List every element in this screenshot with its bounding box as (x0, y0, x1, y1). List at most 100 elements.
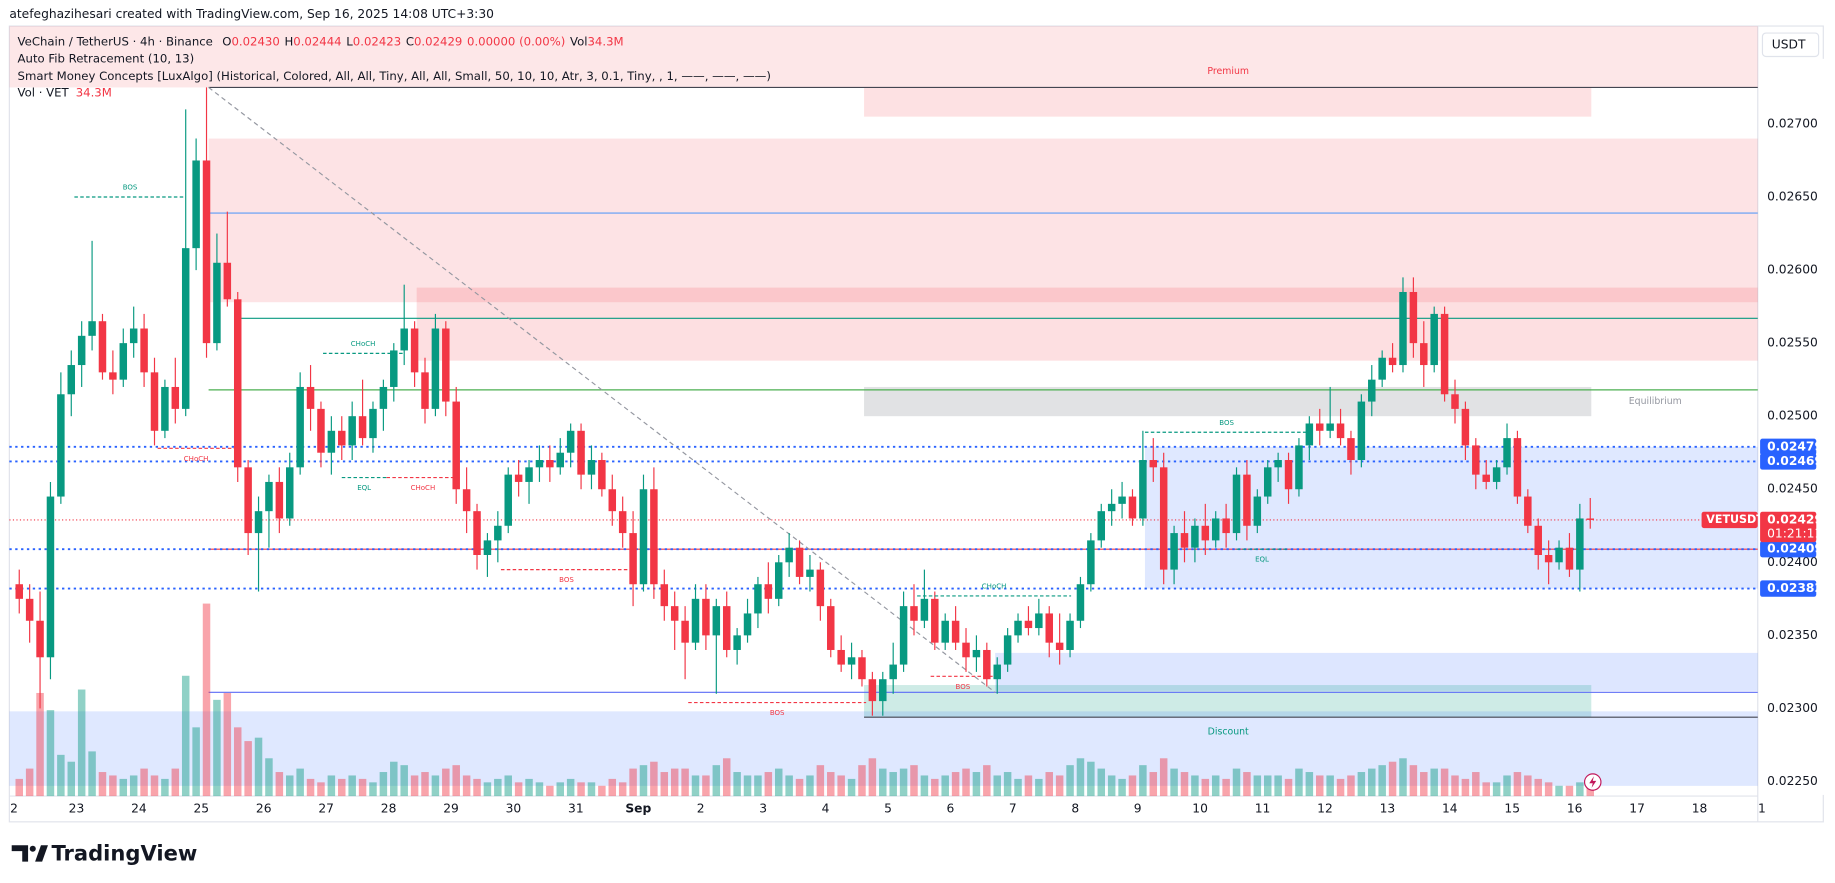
price-tag (1760, 580, 1817, 597)
candle-body (816, 569, 825, 607)
zone (995, 652, 1758, 691)
candle-body (1097, 511, 1106, 541)
candle-body (421, 372, 429, 409)
volume-bar (369, 782, 377, 797)
volume-bar (1253, 775, 1262, 797)
levels (9, 86, 1758, 718)
candle-body (1544, 554, 1553, 563)
volume-bar (1263, 775, 1272, 797)
ohlc-label: H (284, 34, 293, 48)
price-tag-label: 0.02479 (1767, 439, 1823, 453)
candle-body (348, 416, 356, 446)
volume (15, 603, 1595, 797)
volume-bar (1482, 782, 1490, 797)
volume-bar (161, 778, 169, 797)
candle-body (327, 430, 336, 453)
candle-body (1170, 533, 1178, 570)
volume-bar (1544, 782, 1553, 797)
structure-label: BOS (770, 708, 785, 717)
vol-label: Vol (570, 34, 588, 48)
candle-body (962, 642, 970, 658)
volume-bar (1534, 778, 1542, 797)
candle-body (785, 547, 793, 563)
candle-body (993, 664, 1001, 680)
price-tag (1760, 438, 1817, 456)
currency-box[interactable] (1761, 32, 1820, 58)
x-tick-label: 14 (1442, 801, 1458, 815)
volume-bar (1555, 785, 1563, 797)
x-tick-label: 17 (1629, 801, 1645, 815)
alert-icon[interactable] (1583, 773, 1602, 791)
candle-body (660, 584, 669, 607)
candle-body (1149, 460, 1158, 468)
candle-body (431, 328, 440, 409)
volume-bar (1003, 772, 1012, 797)
x-tick-label: 27 (318, 801, 334, 815)
volume-bar (462, 775, 471, 797)
candle-body (1118, 496, 1126, 504)
candle-body (390, 350, 398, 387)
candle-body (494, 525, 502, 541)
volume-bar (494, 778, 502, 797)
volume-bar (244, 741, 252, 797)
structures: BOS CHoCH EQL CHoCH CHoCH BOS BOS BOS CHoCH BOS EQ… (74, 66, 1682, 737)
candle-body (1513, 438, 1522, 497)
volume-bar (566, 778, 575, 797)
volume-bar (1139, 765, 1147, 797)
volume-bar (889, 772, 897, 797)
volume-bar (1430, 768, 1438, 797)
candle-body (1586, 518, 1595, 520)
candle-body (546, 460, 554, 468)
candle-body (161, 386, 169, 431)
candle-body (317, 408, 325, 453)
candle-body (504, 474, 512, 526)
candle-body (1180, 533, 1189, 548)
volume-bar (1565, 785, 1574, 797)
volume-bar (1076, 758, 1085, 797)
currency: USDT (1772, 37, 1806, 51)
candle-body (379, 386, 388, 409)
volume-bar (535, 782, 544, 797)
structure-label: CHoCH (982, 582, 1007, 591)
volume-bar (213, 699, 221, 797)
volume-bar (57, 754, 65, 797)
volume-bar (650, 761, 658, 797)
candle-body (1524, 496, 1532, 526)
volume-bar (629, 768, 637, 797)
brand: TradingView (51, 841, 197, 866)
candle-body (1368, 379, 1376, 402)
volume-bar (1211, 775, 1220, 797)
zone-label: Discount (1208, 726, 1249, 737)
volume-bar (618, 782, 627, 797)
volume-bar (931, 778, 939, 797)
candle-body (1409, 291, 1418, 344)
legend: VeChain / TetherUS · 4h · Binance O0.0243… (18, 34, 771, 99)
volume-bar (473, 778, 481, 797)
candle-body (983, 649, 991, 680)
volume-bar (338, 778, 346, 797)
volume-bar (847, 778, 856, 797)
volume-bar (36, 692, 44, 797)
candle-body (806, 569, 814, 577)
volume-bar (1399, 758, 1407, 797)
volume-bar (358, 778, 367, 797)
candle-body (1430, 313, 1438, 366)
volume-bar (1305, 772, 1314, 797)
x-tick-label: 16 (1567, 801, 1583, 815)
candle-body (1035, 613, 1043, 629)
y-tick-label: 0.02400 (1767, 555, 1818, 569)
candle-body (1482, 474, 1490, 482)
volume-bar (1503, 775, 1511, 797)
candle-body (920, 598, 929, 621)
candle-body (1107, 503, 1116, 512)
candle-body (598, 460, 606, 490)
volume-bar (88, 751, 96, 797)
y-tick-label: 0.02450 (1767, 482, 1818, 496)
candle-body (1492, 467, 1501, 482)
y-tick-label: 0.02500 (1767, 409, 1818, 423)
candle-body (1045, 613, 1053, 643)
volume-bar (150, 775, 159, 797)
x-tick-label: 31 (568, 801, 584, 815)
